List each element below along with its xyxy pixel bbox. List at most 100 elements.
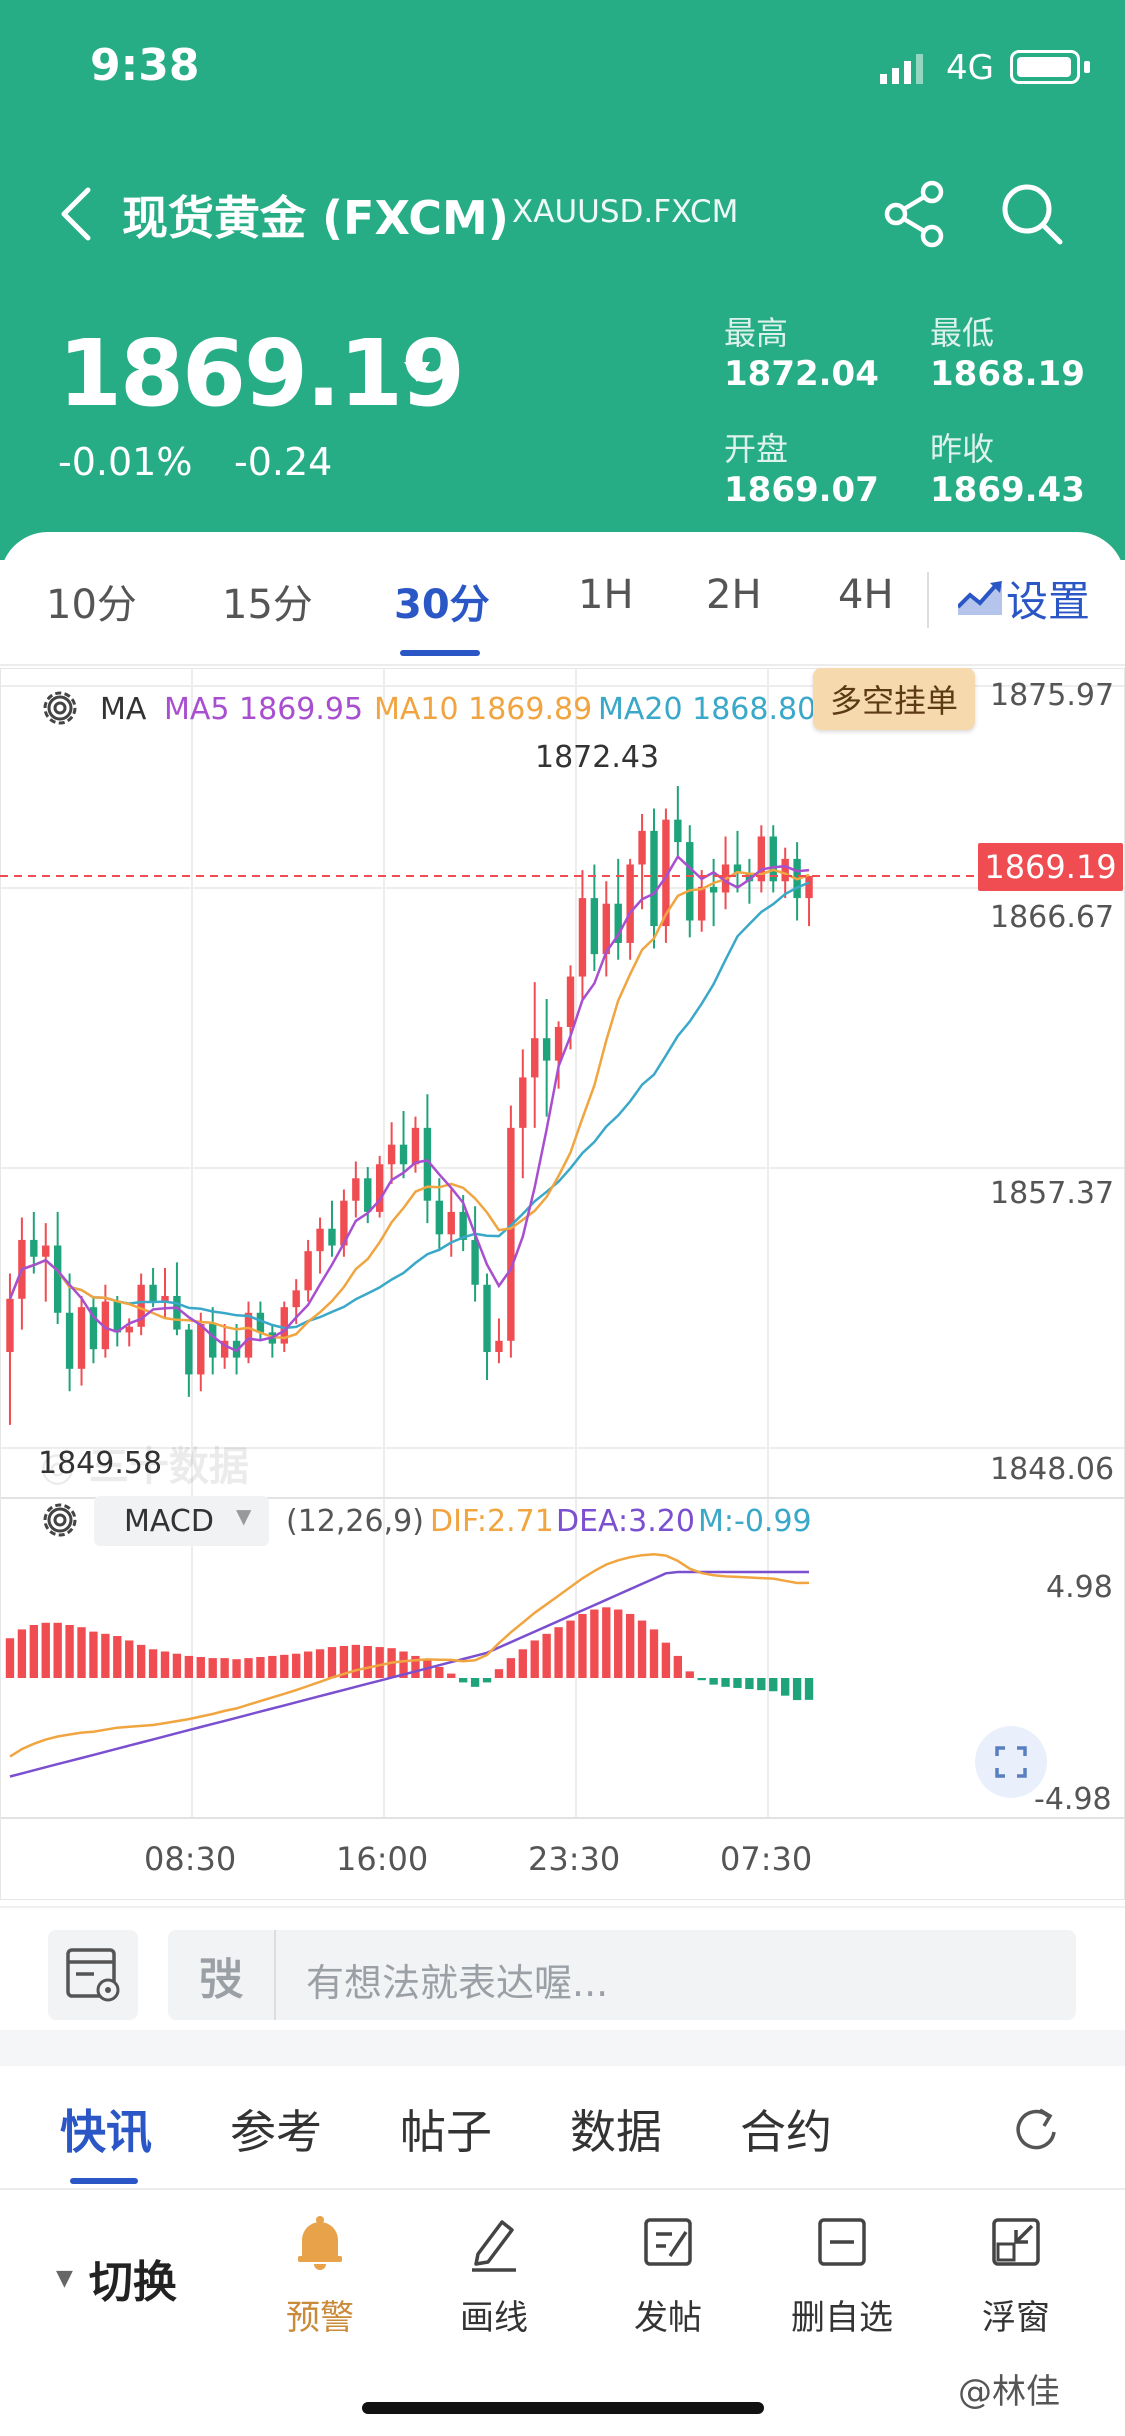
open-value: 1869.07 <box>724 470 879 510</box>
tab-reference[interactable]: 参考 <box>230 2105 322 2159</box>
candle-body <box>316 1228 324 1252</box>
candle-body <box>340 1200 348 1246</box>
float-window-button[interactable]: 浮窗 <box>946 2200 1086 2340</box>
tab-10m[interactable]: 10分 <box>46 582 137 628</box>
tab-4h[interactable]: 4H <box>838 572 894 618</box>
macd-bar <box>733 1678 742 1688</box>
candle-body <box>638 830 646 865</box>
tab-30m[interactable]: 30分 <box>394 582 490 628</box>
kline-chart[interactable] <box>0 668 1125 1900</box>
weibo-watermark: @林佳 <box>958 2372 1060 2412</box>
high-value: 1872.04 <box>724 354 879 394</box>
candle-body <box>292 1290 300 1308</box>
low-marker-label: 1849.58 <box>38 1446 163 1481</box>
candle-body <box>161 1295 169 1302</box>
time-axis-label: 16:00 <box>336 1840 429 1878</box>
dea-line <box>9 1570 809 1778</box>
candle-body <box>113 1301 121 1333</box>
macd-bar <box>232 1659 241 1678</box>
refresh-icon[interactable] <box>1008 2102 1064 2158</box>
macd-bar <box>661 1642 671 1678</box>
tab-2h[interactable]: 2H <box>706 572 762 618</box>
candle-body <box>53 1245 62 1313</box>
high-label: 最高 <box>724 314 789 352</box>
back-icon[interactable] <box>50 184 110 244</box>
remove-watchlist-button[interactable]: 删自选 <box>772 2200 912 2340</box>
post-label: 发帖 <box>634 2298 702 2338</box>
low-value: 1868.19 <box>930 354 1085 394</box>
notes-settings-icon[interactable] <box>48 1930 138 2020</box>
candle-body <box>709 886 718 893</box>
time-axis-label: 23:30 <box>528 1840 621 1878</box>
tab-contract[interactable]: 合约 <box>740 2105 832 2159</box>
chart-settings-button[interactable]: 设置 <box>958 568 1090 628</box>
fullscreen-icon[interactable] <box>975 1726 1047 1798</box>
gear-icon[interactable] <box>38 686 82 730</box>
draw-line-button[interactable]: 画线 <box>424 2200 564 2340</box>
macd-bar <box>506 1658 516 1678</box>
candle-body <box>65 1312 74 1369</box>
price-axis-label: 1875.97 <box>990 678 1115 713</box>
alert-button[interactable]: 预警 <box>250 2200 390 2340</box>
macd-bar <box>196 1657 205 1678</box>
last-price-tag: 1869.19 <box>978 843 1123 891</box>
comment-input[interactable]: 弢 有想法就表达喔... <box>168 1930 1076 2020</box>
macd-bar <box>673 1655 683 1678</box>
macd-bar <box>184 1655 194 1678</box>
candle-body <box>650 830 658 927</box>
kline-chart-area[interactable]: MA MA5 1869.95 MA10 1869.89 MA20 1868.80… <box>0 668 1125 1900</box>
indicator-select[interactable]: MACD ▼ <box>94 1496 269 1546</box>
candle-body <box>173 1295 181 1330</box>
search-icon[interactable] <box>996 178 1068 250</box>
macd-bar <box>172 1653 182 1678</box>
macd-bar <box>29 1624 38 1678</box>
emoji-logo-icon[interactable]: 弢 <box>168 1930 276 2020</box>
candle-body <box>364 1178 372 1212</box>
high-marker-label: 1872.43 <box>535 740 660 775</box>
macd-bar <box>602 1607 611 1678</box>
candle-body <box>626 864 634 943</box>
tab-1h[interactable]: 1H <box>578 572 634 618</box>
page-title: 现货黄金 (FXCM) <box>122 191 509 245</box>
tab-15m[interactable]: 15分 <box>222 582 313 628</box>
macd-bar <box>649 1629 659 1678</box>
signal-icon <box>880 54 923 84</box>
macd-bar <box>53 1622 62 1678</box>
candle-body <box>423 1127 432 1201</box>
pencil-icon <box>472 2220 516 2272</box>
candle-body <box>435 1200 444 1235</box>
tab-posts[interactable]: 帖子 <box>400 2105 492 2159</box>
draw-line-label: 画线 <box>460 2298 528 2338</box>
macd-bar <box>769 1678 778 1692</box>
candle-body <box>674 819 682 843</box>
candle-body <box>101 1301 110 1350</box>
switch-button[interactable]: ▼ 切换 <box>56 2246 177 2310</box>
tabs-divider <box>0 664 1125 666</box>
tab-flash-news[interactable]: 快讯 <box>60 2105 152 2159</box>
alert-label: 预警 <box>286 2298 354 2338</box>
ma20-value: MA20 1868.80 <box>598 692 817 727</box>
tab-data[interactable]: 数据 <box>570 2105 662 2159</box>
ma10-line <box>8 868 810 1340</box>
candle-body <box>125 1326 133 1333</box>
watermark-logo: ◎ 三十数据 <box>40 1444 249 1490</box>
caret-down-icon: ▼ <box>56 2265 73 2291</box>
candle-body <box>519 1077 527 1128</box>
active-tab-indicator <box>400 650 480 656</box>
macd-bar <box>435 1666 444 1678</box>
post-button[interactable]: 发帖 <box>598 2200 738 2340</box>
candle-body <box>614 903 622 943</box>
ma20-line <box>8 881 810 1330</box>
news-tabs: 快讯 参考 帖子 数据 合约 <box>0 2066 1125 2186</box>
last-price: 1869.19 <box>58 320 465 427</box>
macd-bar <box>470 1678 480 1687</box>
price-axis-label: 1866.67 <box>990 900 1115 935</box>
candle-body <box>781 858 789 882</box>
long-short-order-button[interactable]: 多空挂单 <box>813 668 975 730</box>
macd-bar <box>125 1640 134 1678</box>
candle-body <box>244 1312 253 1358</box>
macd-bar <box>292 1653 301 1678</box>
share-icon[interactable] <box>880 178 952 250</box>
macd-bar <box>160 1651 170 1678</box>
gear-icon[interactable] <box>38 1498 82 1542</box>
